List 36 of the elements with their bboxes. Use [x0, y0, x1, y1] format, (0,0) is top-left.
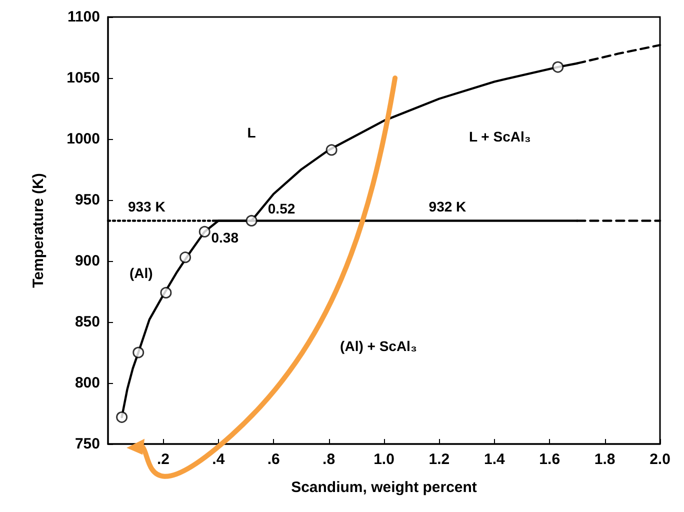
x-tick-label: 1.2	[428, 451, 450, 468]
point	[180, 252, 192, 264]
x-tick-label: .6	[267, 451, 280, 468]
annotation: 932 K	[428, 198, 466, 215]
x-tick-label: .2	[156, 451, 170, 468]
y-tick-label: 800	[74, 374, 100, 392]
annotation: 933 K	[128, 198, 166, 215]
y-axis-title: Temperature (K)	[30, 173, 47, 288]
x-tick-label: 1.6	[539, 451, 560, 468]
x-tick-label: .8	[322, 451, 336, 468]
annotation: L + ScAl₃	[468, 128, 531, 145]
point	[246, 214, 258, 226]
y-tick-label: 850	[74, 314, 100, 330]
x-tick-label: 1.4	[484, 451, 506, 468]
annotation: (Al) + ScAl₃	[340, 338, 417, 354]
annotation: L	[247, 124, 256, 140]
point	[552, 61, 564, 73]
point	[160, 286, 172, 298]
point	[116, 411, 128, 423]
y-tick-label: 1000	[66, 130, 100, 148]
point	[198, 226, 210, 238]
y-tick-label: 1050	[66, 70, 100, 86]
x-tick-label: 1.8	[594, 451, 616, 468]
y-tick-label: 950	[74, 192, 100, 208]
x-tick-label: 1.0	[374, 451, 394, 468]
annotation: 0.38	[211, 230, 239, 246]
y-tick-label: 900	[74, 252, 100, 270]
y-tick-label: 750	[74, 436, 100, 452]
annotation: 0.52	[268, 200, 296, 217]
annotation: (Al)	[129, 265, 153, 282]
y-tick-label: 1100	[67, 8, 100, 26]
x-tick-label: 2.0	[650, 451, 670, 468]
x-axis-title: Scandium, weight percent	[291, 479, 477, 496]
point	[132, 346, 144, 358]
point	[326, 144, 338, 156]
x-tick-label: .4	[212, 451, 226, 468]
